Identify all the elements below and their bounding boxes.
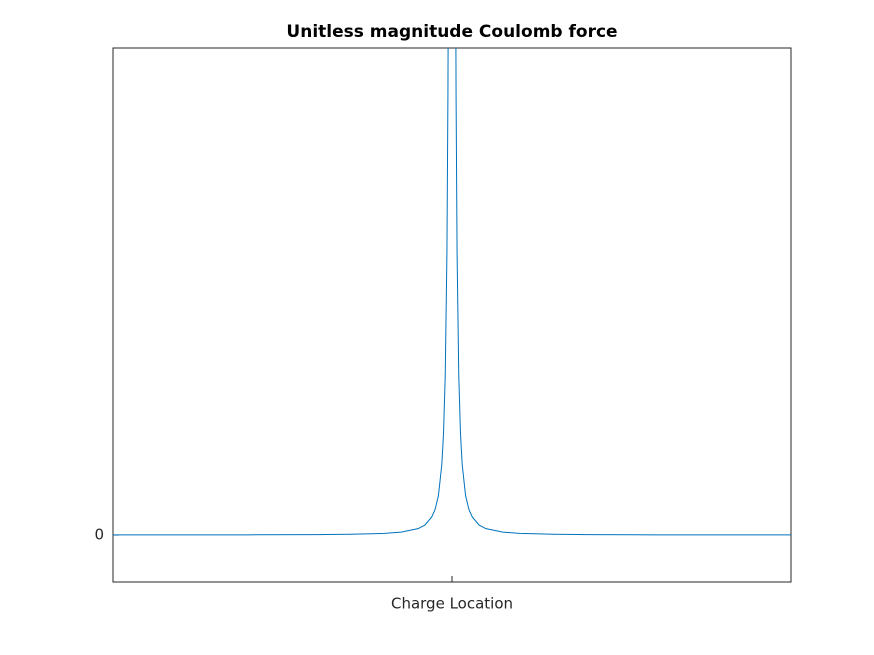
x-axis-label: Charge Location	[391, 595, 513, 613]
plot-frame	[112, 47, 792, 583]
data-line	[113, 48, 791, 536]
y-tick-label: 0	[94, 525, 104, 543]
chart-title: Unitless magnitude Coulomb force	[286, 22, 617, 42]
